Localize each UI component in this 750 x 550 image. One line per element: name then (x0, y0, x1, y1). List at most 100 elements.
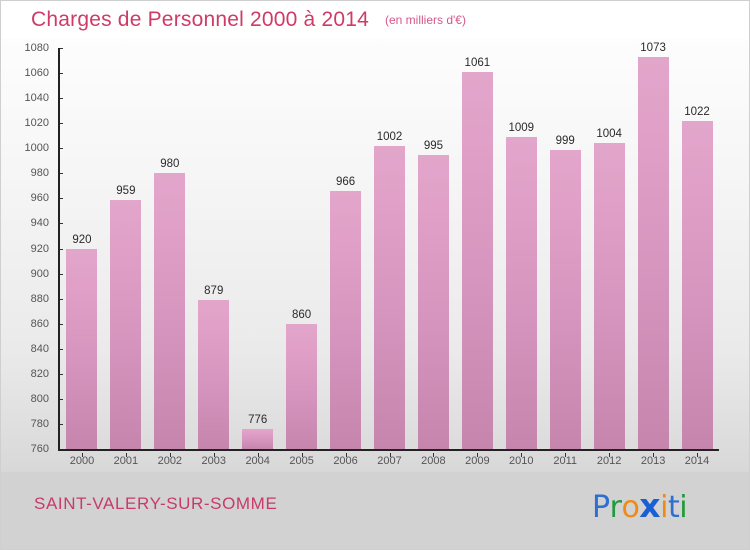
x-tick-label: 2011 (553, 455, 578, 467)
x-tick-mark (565, 453, 567, 457)
y-tick-label: 1060 (24, 67, 49, 80)
y-tick-mark (58, 173, 63, 175)
x-tick-mark (81, 453, 83, 457)
bar-value-label: 1004 (596, 128, 622, 141)
y-tick-label: 1020 (24, 117, 49, 130)
x-tick-mark (389, 453, 391, 457)
y-tick-label: 800 (30, 392, 49, 405)
y-tick-mark (58, 73, 63, 75)
y-tick-mark (58, 223, 63, 225)
logo-letter: o (621, 490, 640, 525)
logo-letter: P (592, 490, 610, 525)
bar-value-label: 966 (335, 175, 356, 188)
y-tick-mark (58, 198, 63, 200)
y-tick-label: 1040 (24, 92, 49, 105)
bar-series: 920 959 980 879 776 860 966 1002 995 1061 1009 999 1… (60, 42, 719, 449)
bar-value-label: 995 (423, 139, 443, 152)
bar[interactable] (549, 149, 581, 449)
bar[interactable] (242, 428, 274, 449)
logo-letter: t (667, 490, 680, 525)
chart-header: Charges de Personnel 2000 à 2014 (en mil… (1, 1, 749, 39)
bar[interactable] (154, 173, 186, 449)
x-tick-mark (169, 453, 171, 457)
chart-footer: SAINT-VALERY-SUR-SOMME Proxiti (1, 472, 749, 549)
x-axis: 2000 2001 2002 2003 2004 2005 2006 2007 2008 2009… (60, 453, 719, 472)
y-tick-label: 900 (30, 267, 49, 280)
x-tick-label: 2010 (509, 455, 534, 467)
y-tick-mark (58, 273, 63, 275)
bar-value-label: 1061 (464, 56, 491, 69)
logo-letter: i (679, 490, 688, 525)
y-tick-mark (58, 398, 63, 400)
x-tick-mark (697, 453, 699, 457)
x-tick-label: 2005 (289, 455, 314, 467)
x-tick-label: 2002 (157, 455, 183, 467)
bar-value-label: 1073 (640, 41, 666, 54)
logo-letter: x (639, 486, 661, 525)
y-tick-label: 1080 (24, 42, 49, 54)
x-tick-mark (433, 453, 435, 457)
bar[interactable] (461, 71, 493, 449)
y-tick-label: 780 (30, 417, 49, 430)
y-tick-mark (58, 248, 63, 250)
proxiti-logo[interactable]: Proxiti (592, 486, 688, 525)
y-tick-mark (58, 148, 63, 150)
bar[interactable] (330, 190, 362, 449)
x-tick-label: 2013 (640, 455, 666, 467)
bar[interactable] (66, 248, 98, 449)
y-tick-label: 880 (30, 292, 49, 305)
y-tick-mark (58, 373, 63, 375)
y-axis-line (58, 48, 60, 450)
x-tick-mark (301, 453, 303, 457)
page-subtitle: (en milliers d'€) (384, 13, 466, 27)
bar[interactable] (110, 199, 142, 449)
x-tick-mark (609, 453, 611, 457)
y-tick-label: 980 (30, 167, 49, 180)
x-tick-label: 2007 (377, 455, 402, 467)
logo-letter: r (609, 490, 622, 525)
bar[interactable] (505, 136, 537, 449)
bar-value-label: 1002 (376, 130, 403, 143)
x-tick-mark (125, 453, 127, 457)
commune-name: SAINT-VALERY-SUR-SOMME (34, 494, 278, 513)
y-tick-mark (58, 98, 63, 100)
x-tick-label: 2001 (113, 455, 139, 467)
x-tick-label: 2006 (333, 455, 358, 467)
bar[interactable] (373, 145, 405, 449)
y-tick-label: 820 (30, 367, 49, 380)
x-tick-mark (213, 453, 215, 457)
bar-value-label: 959 (116, 184, 136, 197)
x-tick-label: 2004 (245, 455, 270, 467)
x-tick-mark (257, 453, 259, 457)
bar[interactable] (593, 143, 625, 449)
bar[interactable] (286, 323, 318, 449)
y-axis: 760 780 800 820 840 860 880 900 920 940 960 980 1000… (1, 39, 63, 455)
x-axis-line (58, 449, 719, 451)
x-tick-mark (653, 453, 655, 457)
y-tick-label: 840 (30, 342, 49, 355)
y-tick-mark (58, 298, 63, 300)
bar-value-label: 920 (72, 233, 92, 246)
x-tick-label: 2009 (465, 455, 490, 467)
y-tick-mark (58, 123, 63, 125)
bar[interactable] (681, 120, 713, 449)
bar-value-label: 980 (160, 158, 180, 171)
x-tick-mark (521, 453, 523, 457)
bar-value-label: 860 (292, 308, 312, 321)
bar[interactable] (198, 299, 230, 449)
y-tick-label: 760 (30, 443, 49, 455)
x-tick-label: 2014 (684, 455, 710, 467)
x-tick-label: 2012 (596, 455, 622, 467)
y-tick-label: 860 (30, 317, 49, 330)
x-tick-mark (477, 453, 479, 457)
x-tick-label: 2008 (421, 455, 446, 467)
bar[interactable] (637, 56, 669, 449)
y-tick-label: 960 (30, 192, 49, 205)
bar[interactable] (417, 154, 449, 449)
x-tick-label: 2003 (201, 455, 226, 467)
bar-value-label: 776 (248, 413, 268, 426)
y-tick-mark (58, 348, 63, 350)
bar-value-label: 1009 (508, 121, 535, 134)
bar-value-label: 1022 (684, 105, 710, 118)
